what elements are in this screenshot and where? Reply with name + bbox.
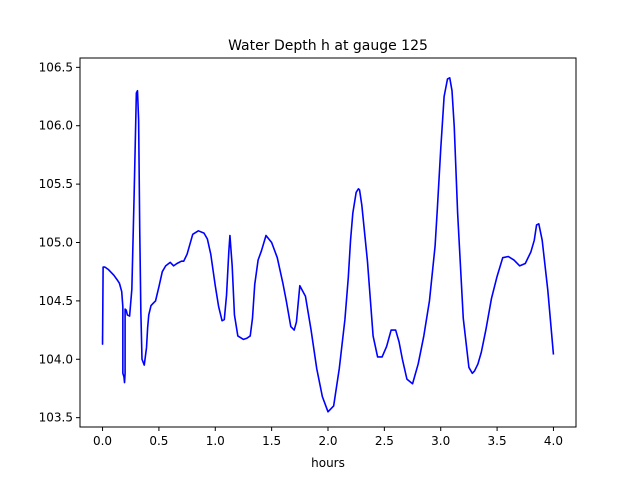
y-tick-label: 104.0 bbox=[39, 352, 73, 366]
y-tick-label: 106.5 bbox=[39, 60, 73, 74]
x-tick-label: 0.5 bbox=[149, 434, 168, 448]
y-tick-label: 105.0 bbox=[39, 236, 73, 250]
x-tick-label: 2.5 bbox=[375, 434, 394, 448]
chart-title: Water Depth h at gauge 125 bbox=[228, 38, 428, 54]
x-axis-label: hours bbox=[311, 456, 345, 470]
y-tick-label: 105.5 bbox=[39, 177, 73, 191]
series-line-0 bbox=[101, 77, 555, 413]
x-axis: 0.0 0.5 1.0 1.5 2.0 2.5 3.0 3.5 4.0 bbox=[93, 427, 563, 448]
plot-data bbox=[101, 77, 555, 413]
y-axis: 103.5 104.0 104.5 105.0 105.5 106.0 106.5 bbox=[39, 60, 80, 425]
x-tick-label: 3.5 bbox=[488, 434, 507, 448]
x-tick-label: 3.0 bbox=[431, 434, 450, 448]
x-tick-label: 1.0 bbox=[206, 434, 225, 448]
x-tick-label: 2.0 bbox=[318, 434, 337, 448]
x-tick-label: 0.0 bbox=[93, 434, 112, 448]
x-tick-label: 4.0 bbox=[544, 434, 563, 448]
y-tick-label: 104.5 bbox=[39, 294, 73, 308]
x-tick-label: 1.5 bbox=[262, 434, 281, 448]
y-tick-label: 103.5 bbox=[39, 411, 73, 425]
y-tick-label: 106.0 bbox=[39, 119, 73, 133]
